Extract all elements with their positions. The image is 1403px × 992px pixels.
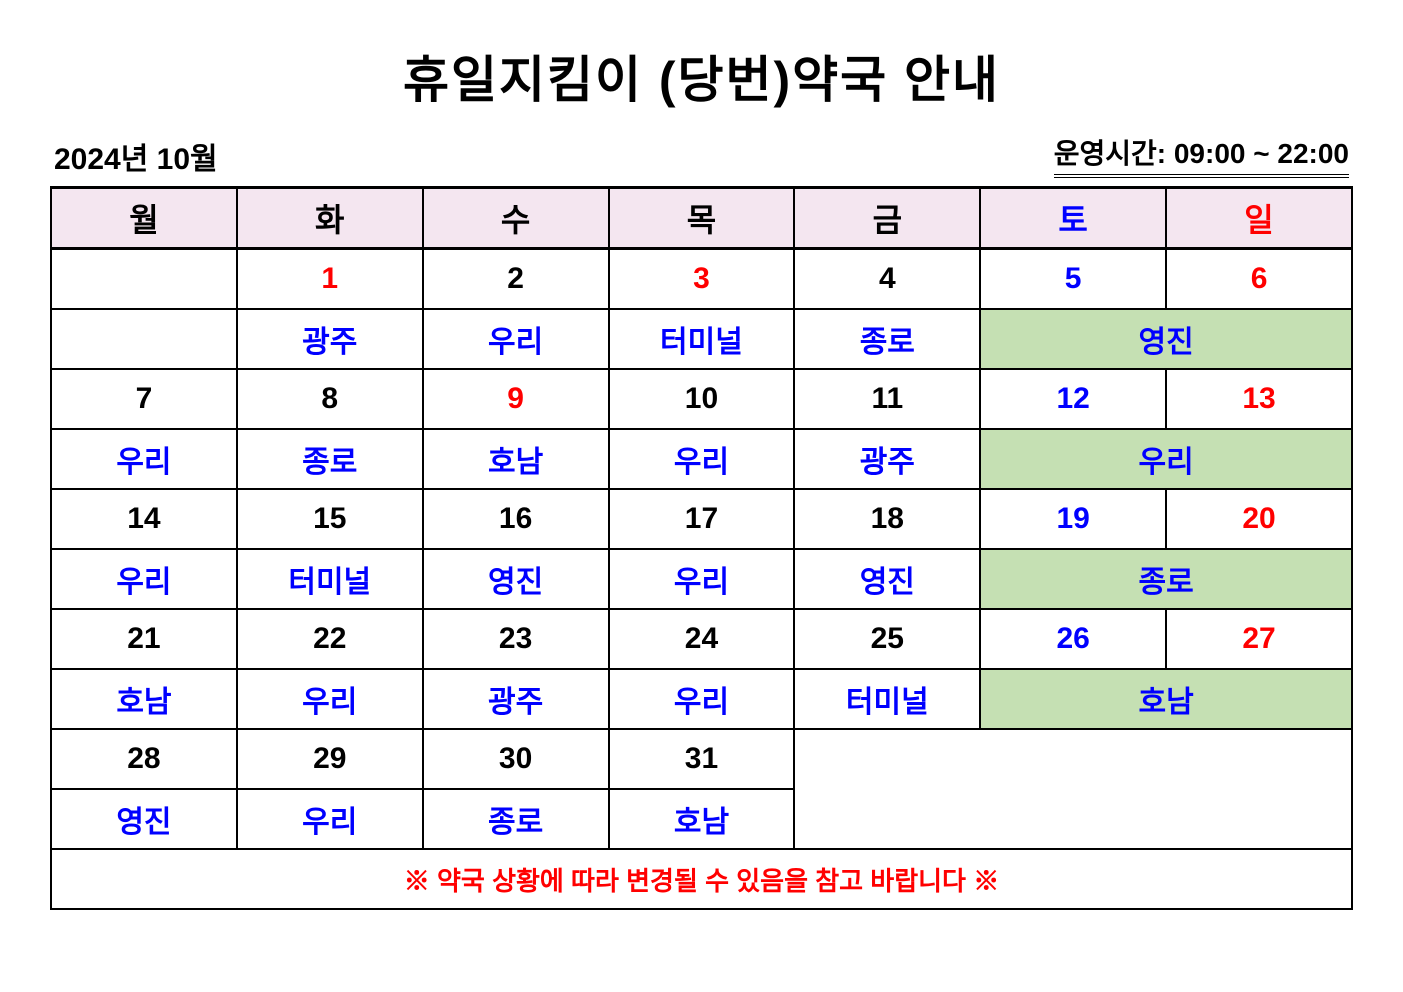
- pharmacy-name: 영진: [423, 549, 609, 609]
- day-number: 19: [980, 489, 1166, 549]
- pharmacy-name: 우리: [51, 549, 237, 609]
- day-number: 13: [1166, 369, 1352, 429]
- week-pharmacy-row: 우리종로호남우리광주우리: [51, 429, 1352, 489]
- day-number: 26: [980, 609, 1166, 669]
- header-thu: 목: [609, 188, 795, 249]
- day-number: 24: [609, 609, 795, 669]
- day-number: 16: [423, 489, 609, 549]
- week-pharmacy-row: 광주우리터미널종로영진: [51, 309, 1352, 369]
- week-daynum-row: 123456: [51, 249, 1352, 310]
- weekend-pharmacy-name: 호남: [980, 669, 1352, 729]
- pharmacy-name: 광주: [794, 429, 980, 489]
- day-number: 28: [51, 729, 237, 789]
- day-number: 21: [51, 609, 237, 669]
- day-number: 8: [237, 369, 423, 429]
- weekday-header-row: 월 화 수 목 금 토 일: [51, 188, 1352, 249]
- pharmacy-name: 종로: [423, 789, 609, 849]
- pharmacy-name: 우리: [609, 669, 795, 729]
- subheader-row: 2024년 10월 운영시간: 09:00 ~ 22:00: [50, 132, 1353, 178]
- weekend-pharmacy-name: 영진: [980, 309, 1352, 369]
- header-mon: 월: [51, 188, 237, 249]
- day-number: [51, 249, 237, 310]
- weekend-pharmacy-name: 우리: [980, 429, 1352, 489]
- day-number: 11: [794, 369, 980, 429]
- day-number: 27: [1166, 609, 1352, 669]
- day-number: 12: [980, 369, 1166, 429]
- pharmacy-name: 호남: [423, 429, 609, 489]
- pharmacy-name: 광주: [423, 669, 609, 729]
- operating-hours: 운영시간: 09:00 ~ 22:00: [1054, 132, 1349, 178]
- day-number: 20: [1166, 489, 1352, 549]
- day-number: 7: [51, 369, 237, 429]
- day-number: 31: [609, 729, 795, 789]
- day-number: 23: [423, 609, 609, 669]
- week-pharmacy-row: 우리터미널영진우리영진종로: [51, 549, 1352, 609]
- week-pharmacy-row: 호남우리광주우리터미널호남: [51, 669, 1352, 729]
- pharmacy-name: 영진: [51, 789, 237, 849]
- pharmacy-name: 광주: [237, 309, 423, 369]
- day-number: 18: [794, 489, 980, 549]
- header-sun: 일: [1166, 188, 1352, 249]
- pharmacy-name: 우리: [423, 309, 609, 369]
- day-number: 15: [237, 489, 423, 549]
- day-number: 30: [423, 729, 609, 789]
- pharmacy-name: 우리: [609, 549, 795, 609]
- week-daynum-row: 78910111213: [51, 369, 1352, 429]
- day-number: 1: [237, 249, 423, 310]
- day-number: 29: [237, 729, 423, 789]
- pharmacy-name: 종로: [794, 309, 980, 369]
- pharmacy-name: 터미널: [609, 309, 795, 369]
- empty-cell: [794, 729, 1352, 849]
- day-number: 2: [423, 249, 609, 310]
- pharmacy-name: 종로: [237, 429, 423, 489]
- pharmacy-name: 우리: [237, 789, 423, 849]
- day-number: 14: [51, 489, 237, 549]
- pharmacy-calendar-table: 월 화 수 목 금 토 일 123456광주우리터미널종로영진789101112…: [50, 186, 1353, 910]
- day-number: 25: [794, 609, 980, 669]
- pharmacy-name: 우리: [609, 429, 795, 489]
- week-daynum-row: 28293031: [51, 729, 1352, 789]
- day-number: 17: [609, 489, 795, 549]
- day-number: 10: [609, 369, 795, 429]
- footer-note: ※ 약국 상황에 따라 변경될 수 있음을 참고 바랍니다 ※: [51, 849, 1352, 909]
- pharmacy-name: 우리: [237, 669, 423, 729]
- pharmacy-name: 터미널: [237, 549, 423, 609]
- day-number: 22: [237, 609, 423, 669]
- pharmacy-name: 우리: [51, 429, 237, 489]
- day-number: 4: [794, 249, 980, 310]
- day-number: 3: [609, 249, 795, 310]
- pharmacy-name: 호남: [51, 669, 237, 729]
- pharmacy-name: 호남: [609, 789, 795, 849]
- footer-note-row: ※ 약국 상황에 따라 변경될 수 있음을 참고 바랍니다 ※: [51, 849, 1352, 909]
- header-sat: 토: [980, 188, 1166, 249]
- page-title: 휴일지킴이 (당번)약국 안내: [50, 40, 1353, 112]
- pharmacy-name: 터미널: [794, 669, 980, 729]
- week-daynum-row: 14151617181920: [51, 489, 1352, 549]
- day-number: 9: [423, 369, 609, 429]
- header-tue: 화: [237, 188, 423, 249]
- header-wed: 수: [423, 188, 609, 249]
- month-label: 2024년 10월: [54, 134, 218, 178]
- day-number: 6: [1166, 249, 1352, 310]
- pharmacy-name: [51, 309, 237, 369]
- day-number: 5: [980, 249, 1166, 310]
- header-fri: 금: [794, 188, 980, 249]
- weekend-pharmacy-name: 종로: [980, 549, 1352, 609]
- week-daynum-row: 21222324252627: [51, 609, 1352, 669]
- pharmacy-name: 영진: [794, 549, 980, 609]
